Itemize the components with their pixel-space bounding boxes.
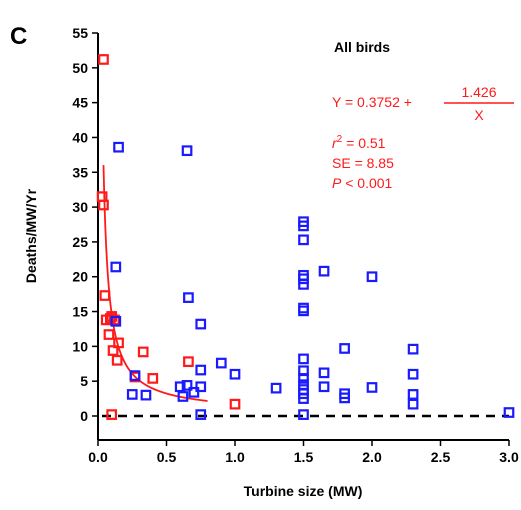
blue-data-point — [195, 364, 207, 376]
blue-data-point — [215, 357, 227, 369]
blue-data-point — [318, 367, 330, 379]
x-tick-label: 0.5 — [157, 449, 177, 465]
y-tick-label: 50 — [72, 60, 88, 76]
r-squared-text: r2 = 0.51 — [332, 134, 386, 151]
y-tick-label: 40 — [72, 129, 88, 145]
blue-data-point — [181, 380, 193, 391]
chart-title: All birds — [334, 39, 390, 55]
y-tick-label: 25 — [72, 234, 88, 250]
red-data-point — [109, 314, 120, 326]
r-squared-value: = 0.51 — [342, 135, 385, 151]
red-data-point — [103, 329, 115, 340]
x-tick-label: 2.0 — [362, 449, 382, 465]
red-data-point — [106, 409, 118, 420]
blue-data-point — [298, 234, 309, 246]
r-squared-symbol: r — [332, 135, 338, 151]
y-tick-label: 55 — [72, 25, 88, 41]
regression-curve — [102, 165, 208, 402]
blue-data-point — [195, 381, 207, 393]
y-tick-label: 5 — [80, 373, 88, 389]
blue-data-point — [110, 315, 122, 327]
red-data-point — [98, 199, 109, 211]
y-tick-label: 0 — [80, 408, 88, 424]
equation-numerator: 1.426 — [461, 84, 496, 100]
blue-data-point — [407, 343, 419, 355]
x-tick-label: 1.5 — [294, 449, 314, 465]
red-data-point — [147, 373, 159, 384]
y-tick-label: 10 — [72, 338, 88, 354]
p-symbol: P — [332, 175, 342, 191]
red-data-point — [183, 356, 194, 368]
y-axis-label: Deaths/MW/Yr — [23, 188, 39, 283]
p-value: < 0.001 — [341, 175, 392, 191]
blue-data-point — [298, 409, 309, 420]
red-data-point — [113, 337, 124, 349]
red-data-point — [107, 345, 119, 356]
panel-label: C — [10, 23, 27, 50]
blue-data-point — [339, 392, 350, 404]
blue-data-point — [503, 407, 515, 418]
blue-data-point — [174, 381, 186, 393]
blue-data-point — [407, 389, 419, 400]
equation-left: Y = 0.3752 + — [332, 94, 412, 110]
standard-error-text: SE = 8.85 — [332, 155, 394, 171]
fit-curve — [102, 165, 208, 402]
blue-data-point — [298, 279, 309, 290]
blue-data-point — [318, 265, 330, 277]
blue-data-point — [126, 389, 138, 400]
y-axis-ticks: 0 5 10 15 20 25 30 35 40 45 50 55 — [72, 25, 98, 424]
equation-denominator: X — [474, 107, 484, 123]
blue-data-point — [195, 409, 207, 420]
blue-data-point — [407, 398, 419, 410]
blue-data-point — [366, 382, 378, 393]
blue-data-point — [298, 305, 309, 317]
y-tick-label: 20 — [72, 269, 88, 285]
red-data-point — [137, 346, 149, 358]
red-data-point — [229, 398, 241, 410]
blue-data-point — [407, 368, 419, 380]
y-tick-label: 45 — [72, 95, 88, 111]
x-tick-label: 1.0 — [225, 449, 245, 465]
x-tick-label: 3.0 — [499, 449, 519, 465]
y-tick-label: 35 — [72, 164, 88, 180]
blue-data-point — [298, 273, 309, 285]
x-tick-label: 2.5 — [431, 449, 451, 465]
blue-data-point — [113, 141, 124, 153]
x-axis-label: Turbine size (MW) — [244, 483, 363, 499]
blue-data-point — [181, 145, 193, 157]
blue-data-point — [298, 302, 309, 314]
blue-data-point — [195, 318, 207, 330]
y-tick-label: 30 — [72, 199, 88, 215]
blue-data-point — [318, 381, 330, 393]
blue-data-point — [177, 391, 189, 402]
red-data-point — [99, 290, 111, 301]
p-value-text: P < 0.001 — [332, 175, 393, 191]
r-squared-superscript: 2 — [337, 134, 343, 145]
blue-data-point — [366, 271, 378, 283]
x-tick-label: 0.0 — [88, 449, 108, 465]
data-points — [96, 54, 515, 420]
blue-data-point — [229, 368, 241, 380]
red-data-point — [98, 54, 109, 65]
blue-data-point — [298, 353, 309, 365]
blue-data-point — [298, 220, 309, 232]
blue-data-point — [270, 382, 282, 394]
red-data-point — [111, 354, 123, 366]
blue-data-point — [140, 389, 152, 401]
x-axis-ticks: 0.0 0.5 1.0 1.5 2.0 2.5 3.0 — [88, 440, 519, 465]
blue-data-point — [183, 292, 194, 303]
blue-data-point — [298, 373, 309, 384]
blue-data-point — [110, 261, 122, 273]
blue-data-point — [339, 343, 350, 354]
blue-data-point — [298, 393, 309, 404]
blue-data-point — [188, 386, 200, 398]
y-tick-label: 15 — [72, 304, 88, 320]
blue-data-point — [129, 370, 141, 381]
